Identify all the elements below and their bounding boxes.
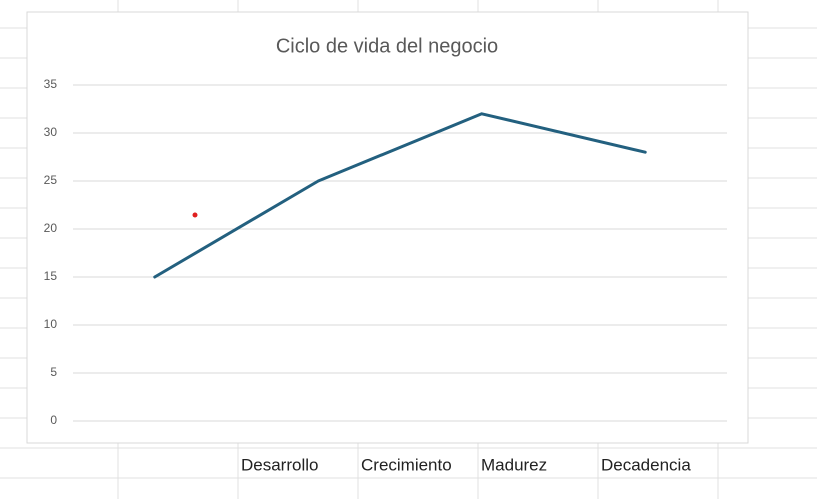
cell-text: Decadencia [601, 455, 691, 474]
y-tick-label: 20 [44, 221, 58, 235]
y-tick-label: 15 [44, 269, 58, 283]
chart-area[interactable] [26, 11, 749, 444]
y-tick-label: 10 [44, 317, 58, 331]
y-tick-label: 0 [50, 413, 57, 427]
y-tick-label: 5 [50, 365, 57, 379]
cell-text: Desarrollo [241, 455, 318, 474]
cell-text: Crecimiento [361, 455, 452, 474]
cell-text: Madurez [481, 455, 547, 474]
line-series [153, 112, 647, 279]
cursor-dot [192, 212, 198, 218]
chart-title: Ciclo de vida del negocio [276, 35, 498, 57]
y-tick-label: 25 [44, 173, 58, 187]
y-tick-label: 30 [44, 125, 58, 139]
y-tick-label: 35 [44, 77, 58, 91]
